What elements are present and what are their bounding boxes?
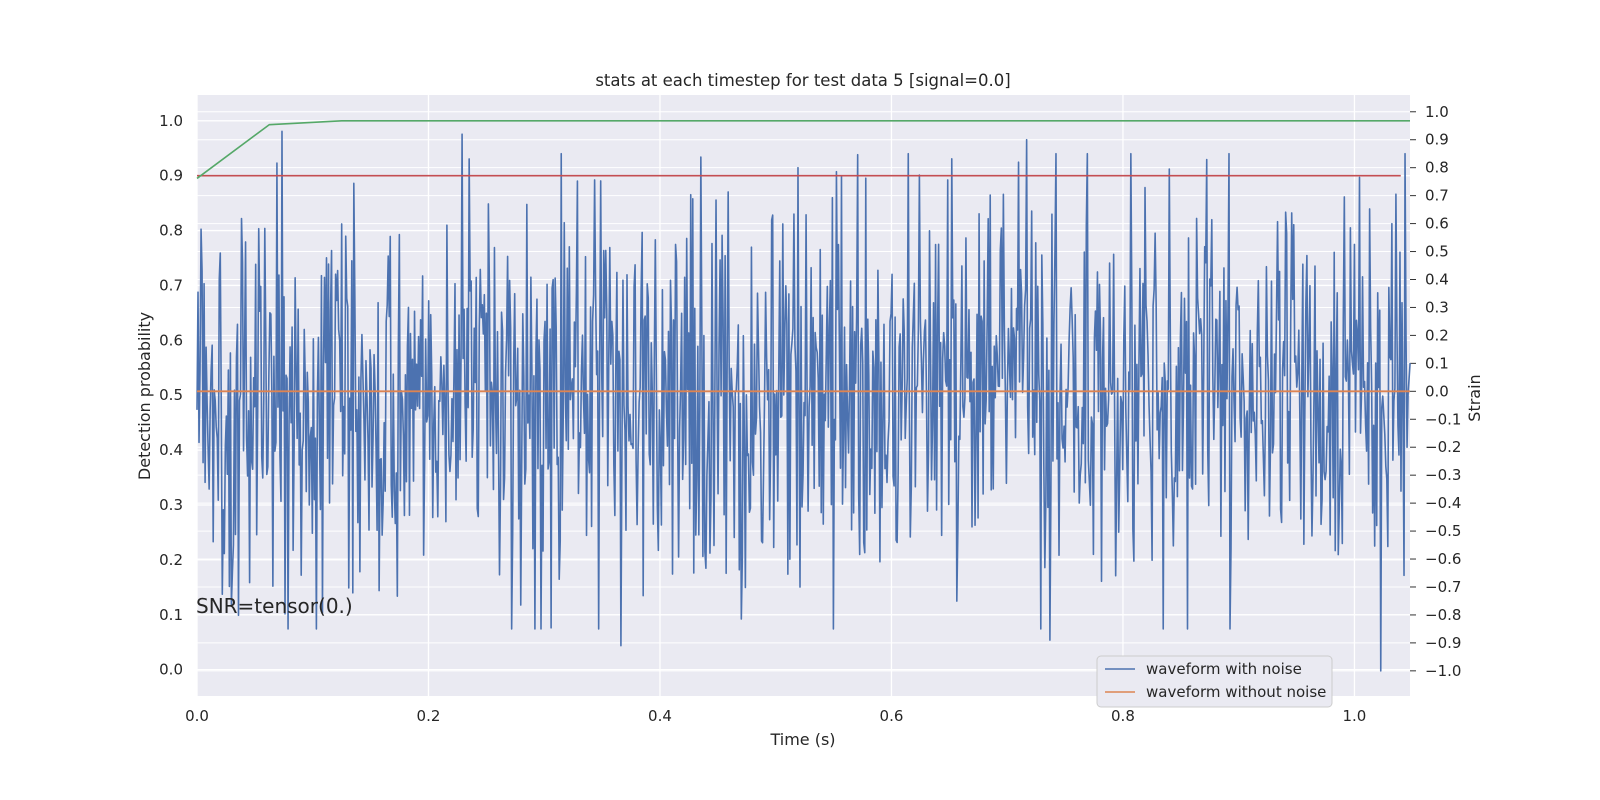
right-y-tick-label: −0.3 [1425,466,1461,484]
x-axis-label: Time (s) [769,730,835,749]
left-y-tick-label: 0.3 [159,496,183,514]
left-y-tick-label: 0.6 [159,331,183,349]
x-tick-label: 0.0 [185,707,209,725]
legend-label-noise: waveform with noise [1146,660,1302,678]
left-y-tick-label: 0.7 [159,276,183,294]
right-y-tick-label: −0.1 [1425,410,1461,428]
left-y-tick-label: 0.5 [159,386,183,404]
right-y-tick-label: −0.5 [1425,522,1461,540]
right-y-axis: −1.0 −0.9 −0.8 −0.7 −0.6 −0.5 −0.4 −0.3 −0.2 −0.1… [1410,103,1461,680]
right-y-tick-label: −0.6 [1425,550,1461,568]
right-y-tick-label: 0.1 [1425,354,1449,372]
right-y-tick-label: 0.5 [1425,243,1449,261]
left-y-tick-label: 0.8 [159,222,183,240]
chart-title: stats at each timestep for test data 5 [… [595,71,1010,90]
left-y-tick-label: 0.1 [159,606,183,624]
right-y-tick-label: 0.3 [1425,298,1449,316]
left-y-tick-label: 0.2 [159,551,183,569]
x-axis: 0.0 0.2 0.4 0.6 0.8 1.0 [185,707,1366,725]
right-y-tick-label: 0.7 [1425,187,1449,205]
snr-annotation: SNR=tensor(0.) [196,594,353,618]
right-y-tick-label: −0.2 [1425,438,1461,456]
x-tick-label: 0.4 [648,707,672,725]
right-y-tick-label: 0.0 [1425,382,1449,400]
right-y-tick-label: 0.9 [1425,131,1449,149]
series-line-waveform-with-noise [196,130,1411,672]
right-y-tick-label: −0.4 [1425,494,1461,512]
right-y-tick-label: 0.4 [1425,270,1449,288]
legend: waveform with noise waveform without noi… [1096,655,1333,708]
right-y-tick-label: −0.7 [1425,578,1461,596]
x-tick-label: 0.2 [417,707,441,725]
left-y-tick-label: 0.4 [159,441,183,459]
y-axis-label-left: Detection probability [135,312,154,480]
x-tick-label: 0.6 [880,707,904,725]
right-y-tick-label: 0.2 [1425,326,1449,344]
series-line-detection-probability [196,120,1410,180]
right-y-tick-label: 0.6 [1425,215,1449,233]
left-y-axis: 0.0 0.1 0.2 0.3 0.4 0.5 0.6 0.7 0.8 0.9 1.0 [159,112,183,679]
right-y-tick-label: 0.8 [1425,159,1449,177]
y-axis-label-right: Strain [1465,374,1484,421]
legend-label-clean: waveform without noise [1146,683,1326,701]
series-group [196,120,1411,672]
right-y-tick-label: 1.0 [1425,103,1449,121]
right-y-tick-label: −1.0 [1425,662,1461,680]
right-y-tick-label: −0.8 [1425,606,1461,624]
left-y-tick-label: 0.9 [159,167,183,185]
x-tick-label: 0.8 [1111,707,1135,725]
left-y-tick-label: 1.0 [159,112,183,130]
left-y-tick-label: 0.0 [159,661,183,679]
legend-box [1096,655,1333,708]
right-y-tick-label: −0.9 [1425,634,1461,652]
x-tick-label: 1.0 [1343,707,1367,725]
